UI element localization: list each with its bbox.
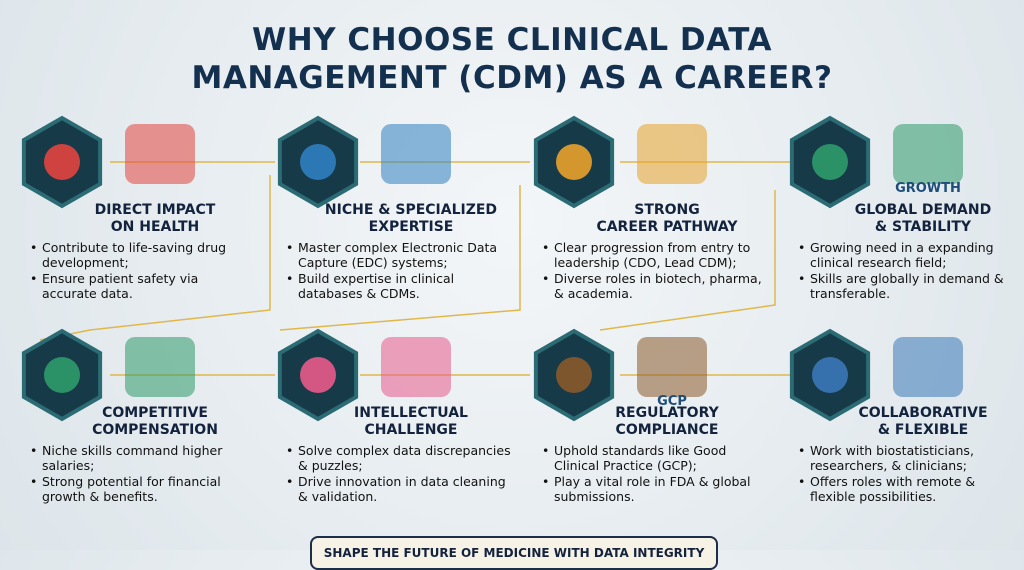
icon bbox=[556, 144, 592, 180]
icon bbox=[44, 144, 80, 180]
bullet: Solve complex data discrepancies & puzzl… bbox=[286, 443, 511, 473]
title-line: MANAGEMENT (CDM) AS A CAREER? bbox=[191, 60, 833, 96]
icon bbox=[44, 357, 80, 393]
card-title: COMPLIANCE bbox=[615, 422, 719, 438]
illustration bbox=[893, 124, 963, 184]
card-title: ON HEALTH bbox=[110, 219, 200, 235]
card-title: EXPERTISE bbox=[368, 219, 454, 235]
card-title: & FLEXIBLE bbox=[877, 422, 969, 438]
bullet: Ensure patient safety via accurate data. bbox=[30, 271, 255, 301]
bullet: Uphold standards like Good Clinical Prac… bbox=[542, 443, 767, 473]
bullet: Offers roles with remote & flexible poss… bbox=[798, 474, 1023, 504]
illustration bbox=[125, 124, 195, 184]
bullet: Niche skills command higher salaries; bbox=[30, 443, 255, 473]
decor: GROWTH GCP bbox=[21, 115, 963, 422]
illustration bbox=[637, 337, 707, 397]
card-title: STRONG bbox=[634, 202, 700, 218]
icon bbox=[556, 357, 592, 393]
bullet-list: Growing need in a expanding clinical res… bbox=[798, 240, 1023, 302]
card-title: CHALLENGE bbox=[364, 422, 458, 438]
card-title: CAREER PATHWAY bbox=[596, 219, 738, 235]
page: GROWTH GCP WHY CHOOSE CLINICAL DATA MANAG… bbox=[0, 0, 1024, 550]
bullet: Build expertise in clinical databases & … bbox=[286, 271, 511, 301]
card-title: NICHE & SPECIALIZED bbox=[324, 202, 498, 218]
bullet: Master complex Electronic Data Capture (… bbox=[286, 240, 511, 270]
bullet: Clear progression from entry to leadersh… bbox=[542, 240, 767, 270]
illustration bbox=[637, 124, 707, 184]
bullet-list: Uphold standards like Good Clinical Prac… bbox=[542, 443, 767, 505]
bullet: Diverse roles in biotech, pharma, & acad… bbox=[542, 271, 767, 301]
card-title: COLLABORATIVE bbox=[858, 405, 988, 421]
bullet: Drive innovation in data cleaning & vali… bbox=[286, 474, 511, 504]
bullet-list: Clear progression from entry to leadersh… bbox=[542, 240, 767, 302]
icon-label: GROWTH bbox=[895, 181, 961, 196]
bullet: Play a vital role in FDA & global submis… bbox=[542, 474, 767, 504]
card-title: COMPENSATION bbox=[92, 422, 218, 438]
illustration bbox=[893, 337, 963, 397]
card-title: GLOBAL DEMAND bbox=[854, 202, 992, 218]
bullet-list: Master complex Electronic Data Capture (… bbox=[286, 240, 511, 302]
icon bbox=[300, 144, 336, 180]
card-title: DIRECT IMPACT bbox=[94, 202, 216, 218]
bullet-list: Work with biostatisticians, researchers,… bbox=[798, 443, 1023, 505]
icon bbox=[300, 357, 336, 393]
illustration bbox=[125, 337, 195, 397]
card-title: REGULATORY bbox=[615, 405, 719, 421]
bullet-list: Solve complex data discrepancies & puzzl… bbox=[286, 443, 511, 505]
card-title: COMPETITIVE bbox=[102, 405, 208, 421]
bullet: Contribute to life-saving drug developme… bbox=[30, 240, 255, 270]
bullet: Growing need in a expanding clinical res… bbox=[798, 240, 1023, 270]
illustration bbox=[381, 124, 451, 184]
bullet: Strong potential for financial growth & … bbox=[30, 474, 255, 504]
icon-label: GCP bbox=[657, 394, 687, 409]
footer-banner: SHAPE THE FUTURE OF MEDICINE WITH DATA I… bbox=[310, 536, 718, 570]
illustration bbox=[381, 337, 451, 397]
card-title: INTELLECTUAL bbox=[354, 405, 468, 421]
icon bbox=[812, 144, 848, 180]
bullet-list: Contribute to life-saving drug developme… bbox=[30, 240, 255, 302]
bullet: Skills are globally in demand & transfer… bbox=[798, 271, 1023, 301]
card-title: & STABILITY bbox=[874, 219, 972, 235]
icon bbox=[812, 357, 848, 393]
bullet-list: Niche skills command higher salaries;Str… bbox=[30, 443, 255, 505]
title-line: WHY CHOOSE CLINICAL DATA bbox=[252, 22, 772, 58]
bullet: Work with biostatisticians, researchers,… bbox=[798, 443, 1023, 473]
